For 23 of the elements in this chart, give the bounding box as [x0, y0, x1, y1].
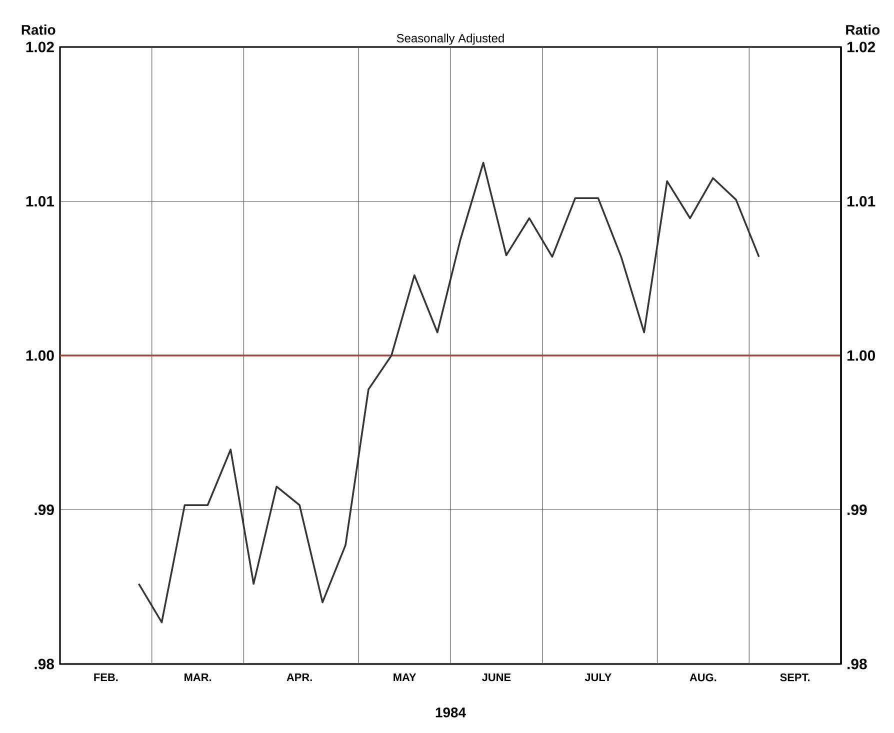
x-tick-label: MAR.	[184, 674, 212, 682]
x-axis-title: 1984	[436, 708, 466, 718]
x-tick-label: FEB.	[94, 674, 118, 682]
x-tick-label: AUG.	[690, 674, 716, 682]
x-tick-label: APR.	[286, 674, 312, 682]
line-series	[138, 162, 760, 624]
y2-tick-label: .99	[848, 504, 867, 516]
y-tick-label: 1.02	[26, 42, 54, 52]
chart-title: Seasonally Adjusted	[396, 34, 504, 45]
y2-tick-label: 1.00	[847, 350, 875, 361]
y-tick-label: 1.00	[26, 350, 54, 361]
x-tick-label: JULY	[584, 674, 612, 682]
y-axis-title: Ratio	[22, 24, 56, 35]
x-tick-label: JUNE	[482, 674, 511, 682]
y-tick-label: .98	[34, 658, 54, 670]
y2-tick-label: 1.01	[847, 196, 876, 207]
y2-tick-label: .98	[848, 658, 867, 670]
x-tick-label: SEPT.	[780, 674, 810, 682]
y-tick-label: .99	[34, 504, 54, 516]
y2-axis-title: Ratio	[846, 24, 880, 35]
x-tick-label: MAY	[394, 674, 416, 682]
y2-tick-label: 1.02	[847, 42, 876, 52]
y-tick-label: 1.01	[26, 196, 54, 207]
